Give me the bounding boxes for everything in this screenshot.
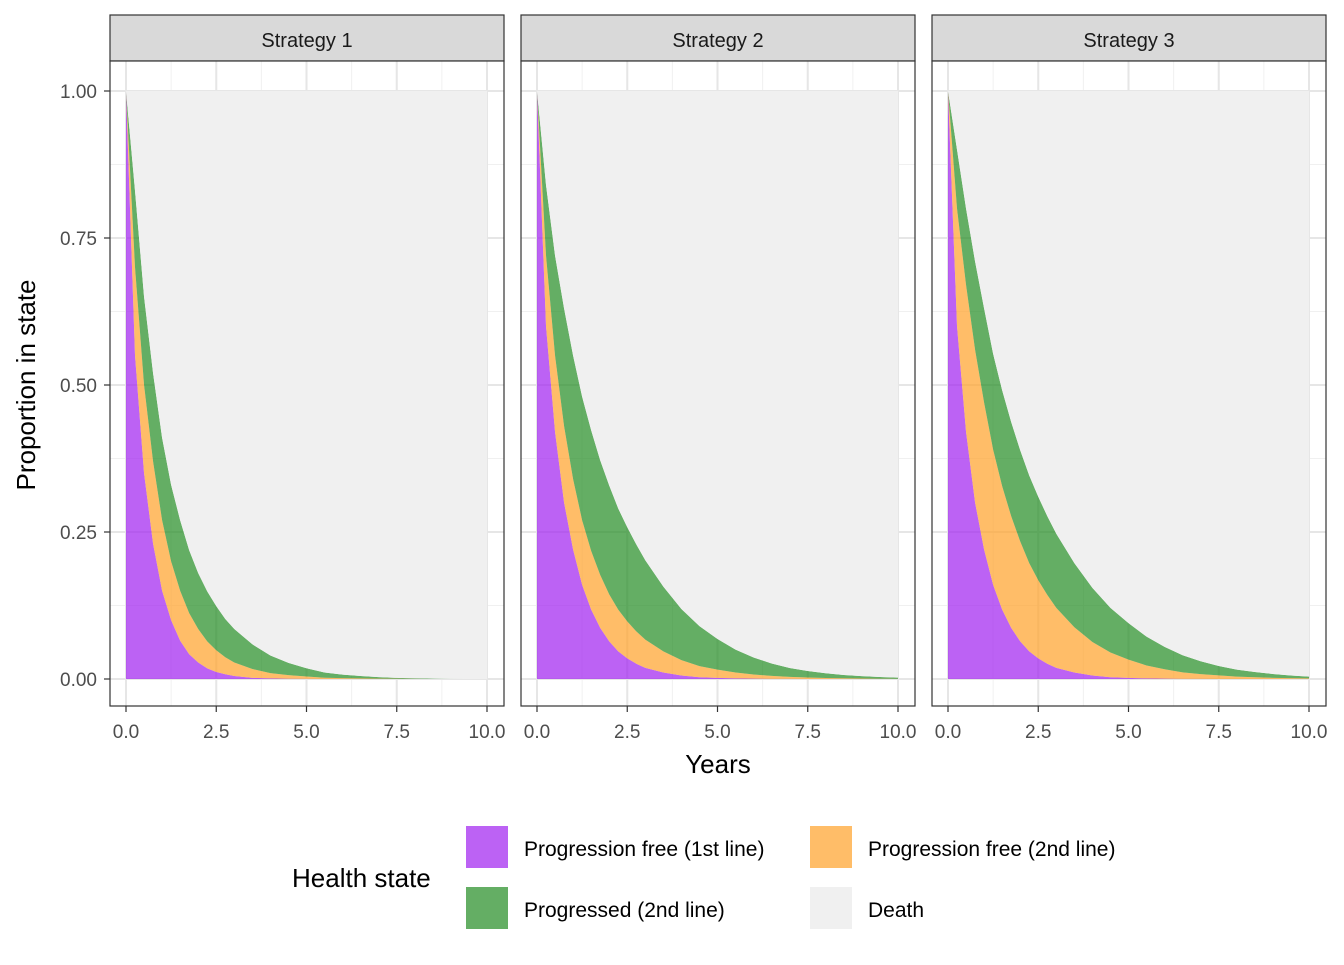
- area-progression-free-1st-line: [948, 91, 1309, 679]
- legend-label: Death: [868, 899, 924, 922]
- x-tick-label: 10.0: [880, 722, 917, 743]
- legend-item-progression-free-2nd-line: Progression free (2nd line): [810, 826, 1115, 868]
- x-tick-label: 7.5: [1206, 722, 1232, 743]
- legend-label: Progression free (2nd line): [868, 838, 1115, 861]
- y-tick-label: 0.25: [60, 523, 97, 544]
- x-tick-label: 0.0: [935, 722, 961, 743]
- legend-key: [810, 887, 852, 929]
- x-tick-label: 10.0: [1291, 722, 1328, 743]
- area-progressed-2nd-line: [948, 91, 1309, 679]
- panel-strategy-3: Strategy 3 0.0 2.5 5.0 7.5 10.0: [931, 14, 1328, 743]
- facet-strip-label: Strategy 2: [672, 30, 763, 52]
- facet-strip: [109, 14, 505, 62]
- y-tick-label: 0.50: [60, 376, 97, 397]
- area-progression-free-1st-line: [126, 91, 487, 679]
- x-axis-title: Years: [685, 749, 751, 779]
- legend-key: [466, 826, 508, 868]
- facet-strip: [520, 14, 916, 62]
- legend-key: [466, 887, 508, 929]
- legend-label: Progressed (2nd line): [524, 899, 725, 922]
- y-axis-title: Proportion in state: [11, 279, 41, 490]
- facet-strip-label: Strategy 1: [261, 30, 352, 52]
- y-tick-label: 0.75: [60, 229, 97, 250]
- x-tick-label: 5.0: [293, 722, 319, 743]
- facet-strip-label: Strategy 3: [1083, 30, 1174, 52]
- legend-key: [810, 826, 852, 868]
- y-tick-label: 0.00: [60, 670, 97, 691]
- x-tick-label: 5.0: [1115, 722, 1141, 743]
- legend: Health state Progression free (1st line)…: [292, 826, 1115, 929]
- facet-panels: Strategy 1 0.0 2.5 5.0 7.5 10.0 0.00 0.25 0.50 0.…: [60, 14, 1328, 743]
- area-death: [948, 91, 1309, 677]
- area-progression-free-1st-line: [537, 91, 898, 679]
- x-tick-label: 2.5: [1025, 722, 1051, 743]
- panel-strategy-2: Strategy 2 0.0 2.5 5.0 7.5 10.0: [520, 14, 917, 743]
- x-tick-label: 0.0: [113, 722, 139, 743]
- x-tick-label: 7.5: [384, 722, 410, 743]
- x-tick-label: 7.5: [795, 722, 821, 743]
- area-progressed-2nd-line: [537, 91, 898, 679]
- x-tick-label: 2.5: [203, 722, 229, 743]
- x-tick-label: 2.5: [614, 722, 640, 743]
- area-death: [126, 91, 487, 679]
- y-tick-label: 1.00: [60, 82, 97, 103]
- x-tick-label: 0.0: [524, 722, 550, 743]
- legend-title: Health state: [292, 863, 431, 893]
- facet-strip: [931, 14, 1327, 62]
- x-tick-label: 10.0: [469, 722, 506, 743]
- legend-label: Progression free (1st line): [524, 838, 764, 861]
- panel-strategy-1: Strategy 1 0.0 2.5 5.0 7.5 10.0 0.00 0.25 0.50 0.…: [60, 14, 506, 743]
- x-tick-label: 5.0: [704, 722, 730, 743]
- legend-item-death: Death: [810, 887, 924, 929]
- legend-item-progressed-2nd-line: Progressed (2nd line): [466, 887, 725, 929]
- legend-item-progression-free-1st-line: Progression free (1st line): [466, 826, 764, 868]
- area-death: [537, 91, 898, 678]
